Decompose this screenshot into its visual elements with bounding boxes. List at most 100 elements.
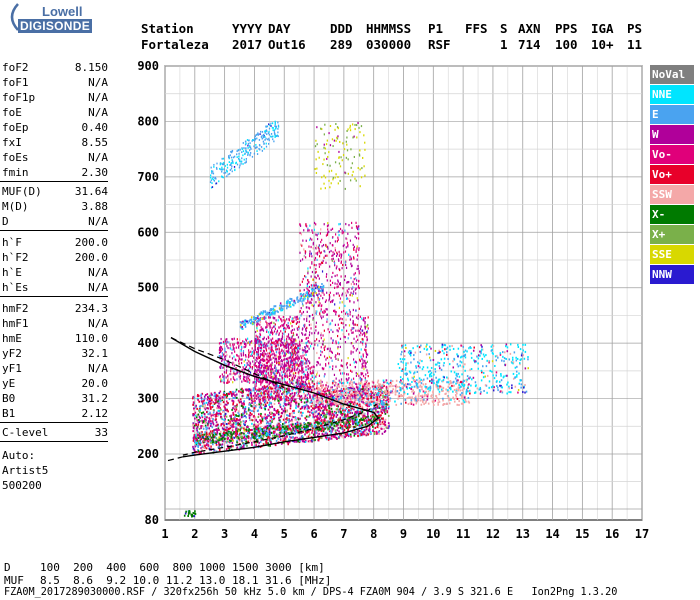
echo-point <box>303 440 306 443</box>
echo-point <box>336 283 338 286</box>
echo-point <box>192 438 195 441</box>
echo-point <box>276 377 278 380</box>
echo-point <box>280 339 282 343</box>
echo-point <box>194 445 197 448</box>
header-label-ddd: DDD <box>330 21 353 36</box>
echo-point <box>333 398 335 401</box>
echo-point <box>270 373 272 376</box>
echo-point <box>327 231 329 234</box>
echo-point <box>300 295 302 298</box>
echo-point <box>241 390 244 393</box>
echo-point <box>318 292 320 295</box>
echo-point <box>296 327 298 330</box>
echo-point <box>345 222 347 226</box>
echo-point <box>203 399 205 402</box>
echo-point <box>286 441 289 444</box>
echo-point <box>270 393 272 396</box>
echo-point <box>321 367 324 370</box>
echo-point <box>324 250 326 253</box>
echo-point <box>321 291 323 294</box>
echo-point <box>342 394 344 398</box>
echo-point <box>211 420 214 423</box>
param-yf2-label: yF2 <box>2 347 22 360</box>
echo-point <box>297 354 299 357</box>
echo-point <box>212 421 214 424</box>
echo-point <box>271 395 273 399</box>
echo-point <box>226 440 229 443</box>
echo-point <box>226 394 229 397</box>
echo-point <box>271 357 273 360</box>
echo-point <box>305 403 308 406</box>
echo-point <box>299 251 301 254</box>
echo-point <box>287 333 290 336</box>
echo-point <box>350 256 352 259</box>
echo-point <box>231 408 233 411</box>
echo-point <box>302 405 305 408</box>
echo-point <box>216 401 218 404</box>
echo-point <box>313 404 316 407</box>
echo-point <box>312 317 314 320</box>
echo-point <box>254 344 256 347</box>
echo-point <box>217 446 220 449</box>
echo-point <box>353 290 355 293</box>
echo-point <box>345 387 347 390</box>
echo-point <box>228 341 230 344</box>
echo-point <box>277 426 280 429</box>
echo-point <box>362 431 364 434</box>
echo-point <box>288 378 291 381</box>
echo-point <box>268 386 271 389</box>
echo-point <box>266 376 269 379</box>
echo-point <box>367 327 369 330</box>
echo-point <box>268 322 270 326</box>
echo-point <box>316 399 318 402</box>
echo-point <box>203 397 206 400</box>
echo-point <box>361 329 363 332</box>
echo-point <box>272 353 274 356</box>
echo-point <box>323 338 325 341</box>
echo-point <box>302 430 304 433</box>
y-tick-label: 80 <box>145 513 159 527</box>
echo-point <box>293 383 295 386</box>
echo-point <box>215 443 218 446</box>
echo-point <box>302 380 304 383</box>
echo-point <box>320 308 322 311</box>
echo-point <box>307 410 309 413</box>
echo-point <box>266 330 268 333</box>
echo-point <box>325 358 327 361</box>
echo-point <box>319 232 321 235</box>
echo-point <box>299 376 301 379</box>
echo-point <box>315 246 317 250</box>
echo-point <box>223 342 225 345</box>
echo-point <box>314 419 317 422</box>
echo-point <box>254 392 256 395</box>
echo-point <box>244 407 247 410</box>
echo-point <box>370 433 372 436</box>
echo-point <box>318 432 320 435</box>
echo-point <box>275 370 277 373</box>
echo-point <box>243 342 246 346</box>
echo-point <box>347 337 349 340</box>
echo-point <box>287 387 289 390</box>
echo-point <box>340 256 342 259</box>
echo-point <box>308 362 311 365</box>
echo-point <box>245 443 247 446</box>
echo-point <box>360 432 363 435</box>
echo-point <box>259 405 262 408</box>
echo-point <box>335 394 338 397</box>
echo-point <box>262 434 264 437</box>
echo-point <box>266 392 269 395</box>
echo-point <box>240 444 242 447</box>
echo-point <box>195 406 197 409</box>
echo-point <box>356 227 359 231</box>
echo-point <box>295 384 298 388</box>
echo-point <box>260 420 263 423</box>
echo-point <box>294 353 297 356</box>
echo-point <box>361 364 364 367</box>
param-fof1-value: N/A <box>88 76 108 89</box>
echo-point <box>223 393 225 396</box>
echo-point <box>197 395 200 398</box>
echo-point <box>332 251 334 254</box>
echo-point <box>344 312 347 315</box>
echo-point <box>340 372 342 375</box>
echo-point <box>276 390 278 393</box>
